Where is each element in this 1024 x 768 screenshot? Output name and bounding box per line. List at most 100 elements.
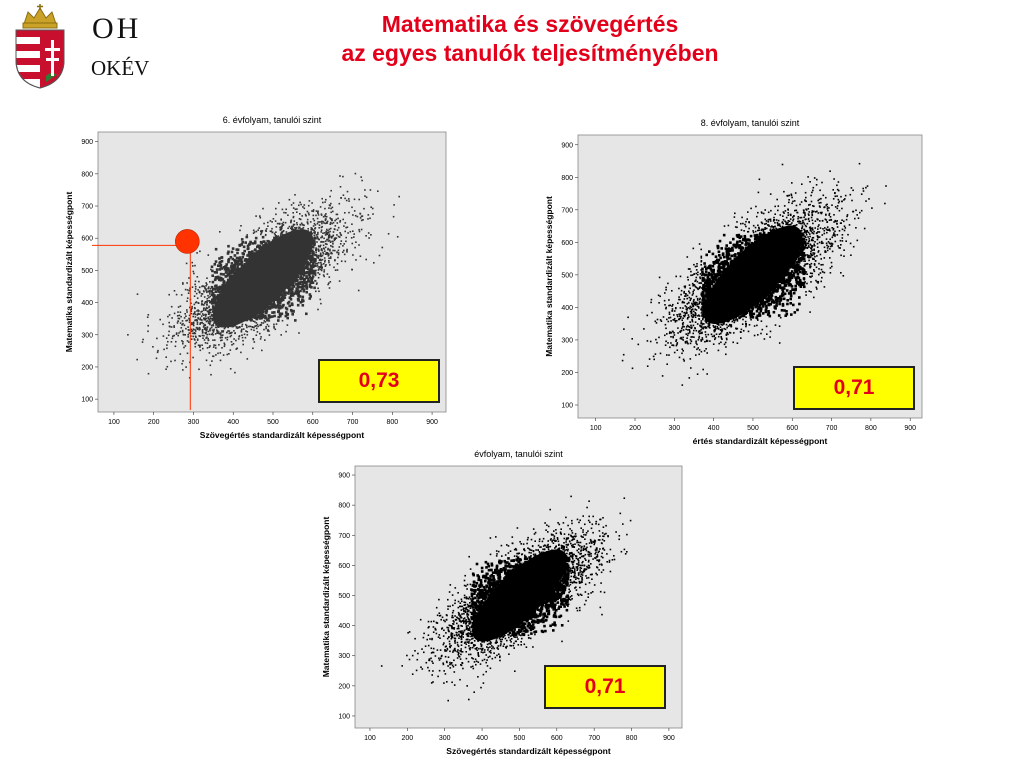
data-point bbox=[811, 275, 813, 277]
data-point bbox=[310, 277, 313, 280]
data-point bbox=[813, 205, 815, 208]
data-point bbox=[318, 268, 320, 270]
data-point bbox=[190, 328, 193, 331]
data-point bbox=[216, 332, 219, 334]
data-point bbox=[325, 213, 327, 215]
data-point bbox=[737, 252, 740, 255]
data-point bbox=[232, 271, 236, 275]
x-tick-label: 700 bbox=[826, 425, 838, 432]
data-point bbox=[297, 291, 300, 294]
data-point bbox=[308, 275, 312, 279]
data-point bbox=[316, 241, 318, 243]
data-point bbox=[194, 339, 196, 341]
data-point bbox=[231, 344, 233, 346]
data-point bbox=[194, 285, 197, 288]
data-point bbox=[299, 223, 301, 226]
slide-title: Matematika és szövegértés az egyes tanul… bbox=[180, 10, 880, 68]
data-point bbox=[197, 302, 199, 304]
data-point bbox=[212, 324, 215, 327]
data-point bbox=[205, 359, 208, 362]
data-point bbox=[321, 236, 323, 239]
data-point bbox=[226, 278, 230, 282]
data-point bbox=[211, 292, 215, 295]
data-point bbox=[233, 338, 235, 340]
data-point bbox=[328, 261, 330, 264]
data-point bbox=[361, 215, 364, 217]
data-point bbox=[326, 220, 329, 223]
data-point bbox=[764, 223, 766, 225]
data-point bbox=[309, 281, 313, 285]
data-point bbox=[717, 349, 720, 352]
data-point bbox=[323, 237, 325, 240]
data-point bbox=[726, 326, 728, 329]
data-point bbox=[322, 244, 325, 247]
data-point bbox=[354, 246, 356, 249]
data-point bbox=[326, 221, 328, 223]
data-point bbox=[205, 337, 207, 339]
logo: OH OKÉV bbox=[10, 4, 160, 94]
data-point bbox=[195, 341, 198, 344]
data-point bbox=[291, 227, 294, 229]
data-point bbox=[322, 274, 325, 276]
data-point bbox=[195, 319, 198, 321]
data-point bbox=[184, 345, 187, 347]
data-point bbox=[173, 334, 175, 337]
data-point bbox=[156, 351, 159, 354]
data-point bbox=[208, 306, 210, 309]
data-point bbox=[196, 326, 198, 329]
data-point bbox=[181, 330, 184, 333]
y-tick-label: 900 bbox=[81, 139, 93, 146]
x-tick-label: 700 bbox=[347, 419, 359, 426]
data-point bbox=[210, 333, 213, 336]
data-point bbox=[327, 247, 329, 250]
data-point bbox=[319, 252, 322, 255]
data-point bbox=[320, 214, 323, 216]
data-point bbox=[191, 322, 193, 324]
data-point bbox=[199, 317, 202, 319]
data-point bbox=[298, 218, 301, 220]
data-point bbox=[387, 233, 390, 235]
data-point bbox=[281, 227, 283, 230]
data-point bbox=[283, 211, 285, 214]
data-point bbox=[285, 212, 287, 214]
data-point bbox=[291, 284, 295, 287]
data-point bbox=[180, 327, 183, 329]
data-point bbox=[259, 338, 262, 340]
data-point bbox=[216, 330, 219, 332]
data-point bbox=[862, 190, 865, 192]
data-point bbox=[317, 238, 319, 240]
data-point bbox=[246, 326, 248, 329]
data-point bbox=[226, 331, 228, 334]
data-point bbox=[255, 334, 258, 336]
x-tick-label: 500 bbox=[747, 425, 759, 432]
data-point bbox=[194, 311, 196, 313]
data-point bbox=[275, 231, 277, 233]
data-point bbox=[328, 254, 330, 256]
data-point bbox=[370, 206, 372, 208]
data-point bbox=[305, 215, 307, 217]
data-point bbox=[194, 264, 196, 267]
data-point bbox=[320, 248, 323, 250]
data-point bbox=[784, 210, 787, 212]
data-point bbox=[240, 238, 244, 241]
chart-title: 6. évfolyam, tanulói szint bbox=[223, 115, 322, 125]
data-point bbox=[360, 176, 362, 178]
data-point bbox=[673, 319, 675, 321]
data-point bbox=[146, 316, 149, 318]
data-point bbox=[222, 280, 226, 283]
data-point bbox=[260, 246, 263, 249]
data-point bbox=[348, 198, 350, 200]
y-tick-label: 700 bbox=[561, 207, 573, 214]
data-point bbox=[186, 340, 189, 342]
data-point bbox=[177, 320, 180, 322]
data-point bbox=[291, 228, 294, 230]
y-tick-label: 800 bbox=[561, 175, 573, 182]
data-point bbox=[207, 254, 210, 256]
data-point bbox=[318, 266, 321, 269]
data-point bbox=[228, 270, 232, 274]
data-point bbox=[327, 248, 329, 251]
data-point bbox=[210, 309, 212, 311]
data-point bbox=[278, 306, 282, 310]
data-point bbox=[195, 292, 198, 295]
data-point bbox=[197, 289, 199, 291]
